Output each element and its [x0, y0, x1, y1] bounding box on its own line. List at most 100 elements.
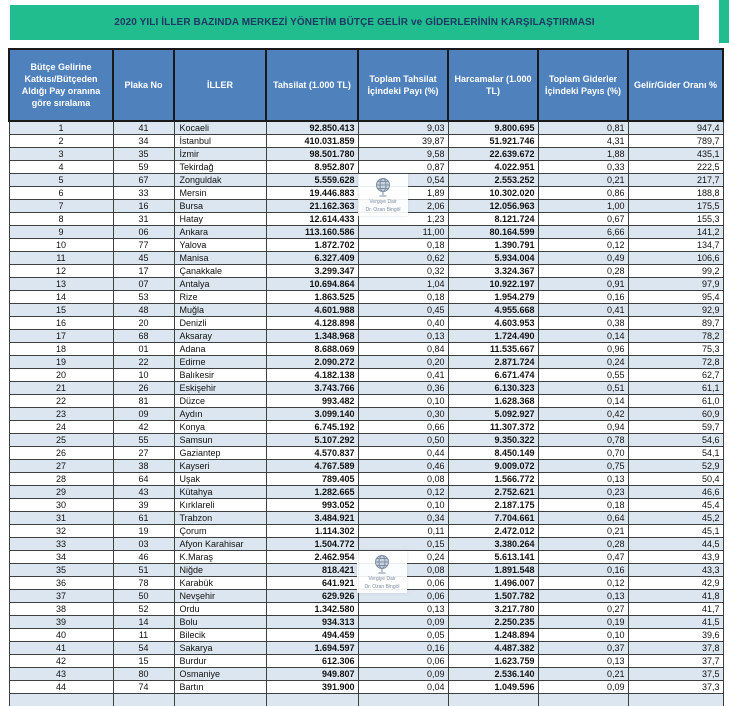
cell-province: Düzce: [174, 395, 266, 408]
cell-empty: [448, 694, 538, 706]
cell-expenditures-share: 0,91: [538, 278, 628, 291]
cell-collections-share: 0,06: [358, 655, 448, 668]
cell-collections-share: 0,09: [358, 616, 448, 629]
cell-expenditures: 5.613.141: [448, 551, 538, 564]
cell-rank: 19: [9, 356, 113, 369]
cell-expenditures-share: 6,66: [538, 226, 628, 239]
cell-expenditures-share: 0,41: [538, 304, 628, 317]
cell-ratio: 175,5: [628, 200, 723, 213]
cell-expenditures: 1.566.772: [448, 473, 538, 486]
cell-ratio: 41,8: [628, 590, 723, 603]
watermark-line2: Dr. Ozan Bingöl: [365, 207, 400, 215]
cell-rank: 33: [9, 538, 113, 551]
page-title: 2020 YILI İLLER BAZINDA MERKEZİ YÖNETİM …: [10, 5, 699, 40]
cell-expenditures-share: 0,67: [538, 213, 628, 226]
cell-province: Yalova: [174, 239, 266, 252]
cell-collections: 21.162.363: [266, 200, 358, 213]
cell-collections-share: 9,03: [358, 121, 448, 135]
cell-expenditures: 8.121.724: [448, 213, 538, 226]
cell-empty: [9, 694, 113, 706]
cell-plate-no: 15: [113, 655, 174, 668]
cell-collections: 993.052: [266, 499, 358, 512]
cell-expenditures-share: 0,64: [538, 512, 628, 525]
cell-collections-share: 0,46: [358, 460, 448, 473]
cell-collections: 1.348.968: [266, 330, 358, 343]
cell-expenditures-share: 0,96: [538, 343, 628, 356]
cell-expenditures: 2.250.235: [448, 616, 538, 629]
header-collections-share: Toplam Tahsilat İçindeki Payı (%): [358, 49, 448, 121]
cell-collections-share: 0,10: [358, 499, 448, 512]
cell-collections-share: 0,18: [358, 291, 448, 304]
cell-ratio: 947,4: [628, 121, 723, 135]
cell-collections: 1.342.580: [266, 603, 358, 616]
cell-expenditures-share: 0,38: [538, 317, 628, 330]
cell-collections: 1.694.597: [266, 642, 358, 655]
cell-collections-share: 0,16: [358, 642, 448, 655]
cell-plate-no: 17: [113, 265, 174, 278]
cell-rank: 23: [9, 408, 113, 421]
cell-expenditures: 4.603.953: [448, 317, 538, 330]
cell-collections-share: 0,66: [358, 421, 448, 434]
cell-collections: 494.459: [266, 629, 358, 642]
cell-expenditures-share: 0,21: [538, 525, 628, 538]
header-rank: Bütçe Gelirine Katkısı/Bütçeden Aldığı P…: [9, 49, 113, 121]
cell-plate-no: 45: [113, 252, 174, 265]
cell-expenditures-share: 0,16: [538, 564, 628, 577]
cell-rank: 12: [9, 265, 113, 278]
cell-expenditures: 1.623.759: [448, 655, 538, 668]
cell-rank: 3: [9, 148, 113, 161]
cell-plate-no: 64: [113, 473, 174, 486]
cell-rank: 38: [9, 603, 113, 616]
cell-rank: 34: [9, 551, 113, 564]
cell-ratio: 43,9: [628, 551, 723, 564]
cell-expenditures-share: 0,70: [538, 447, 628, 460]
cell-province: Konya: [174, 421, 266, 434]
cell-collections: 818.421: [266, 564, 358, 577]
cell-province: Nevşehir: [174, 590, 266, 603]
cell-ratio: 61,1: [628, 382, 723, 395]
cell-expenditures-share: 0,09: [538, 681, 628, 694]
cell-plate-no: 51: [113, 564, 174, 577]
cell-plate-no: 34: [113, 135, 174, 148]
page-title-text: 2020 YILI İLLER BAZINDA MERKEZİ YÖNETİM …: [114, 17, 594, 28]
cell-collections-share: 0,09: [358, 668, 448, 681]
cell-rank: 24: [9, 421, 113, 434]
cell-expenditures: 5.092.927: [448, 408, 538, 421]
cell-province: Kırklareli: [174, 499, 266, 512]
cell-collections-share: 0,44: [358, 447, 448, 460]
cell-expenditures: 1.507.782: [448, 590, 538, 603]
cell-collections-share: 0,50: [358, 434, 448, 447]
cell-plate-no: 68: [113, 330, 174, 343]
cell-rank: 9: [9, 226, 113, 239]
cell-expenditures-share: 0,16: [538, 291, 628, 304]
cell-province: Tekirdağ: [174, 161, 266, 174]
cell-province: İzmir: [174, 148, 266, 161]
cell-collections-share: 9,58: [358, 148, 448, 161]
cell-rank: 31: [9, 512, 113, 525]
cell-province: Bursa: [174, 200, 266, 213]
cell-expenditures-share: 0,23: [538, 486, 628, 499]
cell-rank: 10: [9, 239, 113, 252]
cell-ratio: 50,4: [628, 473, 723, 486]
cell-province: Zonguldak: [174, 174, 266, 187]
cell-rank: 26: [9, 447, 113, 460]
cell-expenditures-share: 0,10: [538, 629, 628, 642]
cell-expenditures: 80.164.599: [448, 226, 538, 239]
cell-expenditures-share: 0,12: [538, 239, 628, 252]
cell-plate-no: 53: [113, 291, 174, 304]
cell-expenditures-share: 0,81: [538, 121, 628, 135]
cell-ratio: 188,8: [628, 187, 723, 200]
cell-province: Rize: [174, 291, 266, 304]
cell-rank: 27: [9, 460, 113, 473]
cell-collections: 5.559.628: [266, 174, 358, 187]
cell-collections: 3.484.921: [266, 512, 358, 525]
cell-rank: 15: [9, 304, 113, 317]
cell-ratio: 46,6: [628, 486, 723, 499]
cell-collections-share: 0,13: [358, 330, 448, 343]
cell-expenditures: 51.921.746: [448, 135, 538, 148]
